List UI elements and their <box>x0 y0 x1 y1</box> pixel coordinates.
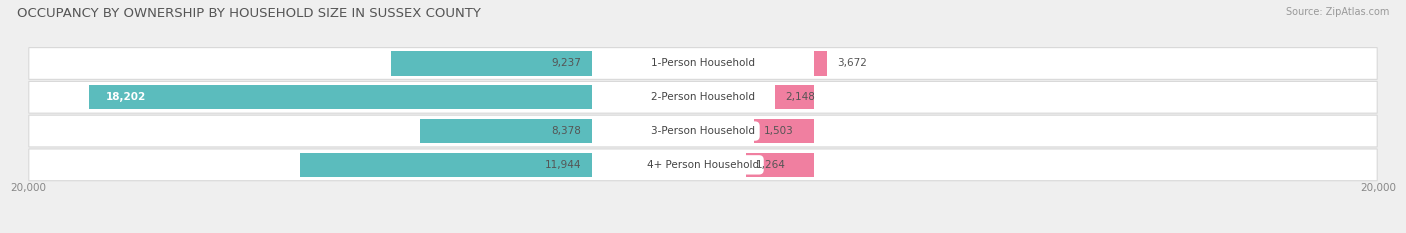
FancyBboxPatch shape <box>28 149 1378 181</box>
Text: 9,237: 9,237 <box>551 58 582 69</box>
Bar <box>391 51 592 76</box>
Legend: Owner-occupied, Renter-occupied: Owner-occupied, Renter-occupied <box>585 232 821 233</box>
Text: OCCUPANCY BY OWNERSHIP BY HOUSEHOLD SIZE IN SUSSEX COUNTY: OCCUPANCY BY OWNERSHIP BY HOUSEHOLD SIZE… <box>17 7 481 20</box>
Text: 8,378: 8,378 <box>551 126 582 136</box>
Bar <box>754 119 814 143</box>
Text: 18,202: 18,202 <box>105 92 146 102</box>
Text: 3-Person Household: 3-Person Household <box>651 126 755 136</box>
Text: 2-Person Household: 2-Person Household <box>651 92 755 102</box>
FancyBboxPatch shape <box>28 48 1378 79</box>
Text: 4+ Person Household: 4+ Person Household <box>647 160 759 170</box>
FancyBboxPatch shape <box>28 115 1378 147</box>
Text: 1-Person Household: 1-Person Household <box>651 58 755 69</box>
Bar <box>299 153 592 177</box>
Bar <box>420 119 592 143</box>
Text: Source: ZipAtlas.com: Source: ZipAtlas.com <box>1285 7 1389 17</box>
Text: 2,148: 2,148 <box>786 92 815 102</box>
Text: 3,672: 3,672 <box>837 58 868 69</box>
FancyBboxPatch shape <box>28 81 1378 113</box>
Bar <box>814 51 827 76</box>
Bar <box>89 85 592 110</box>
Bar <box>776 85 814 110</box>
Text: 1,503: 1,503 <box>763 126 793 136</box>
Text: 11,944: 11,944 <box>546 160 582 170</box>
Bar <box>745 153 814 177</box>
Text: 1,264: 1,264 <box>756 160 786 170</box>
